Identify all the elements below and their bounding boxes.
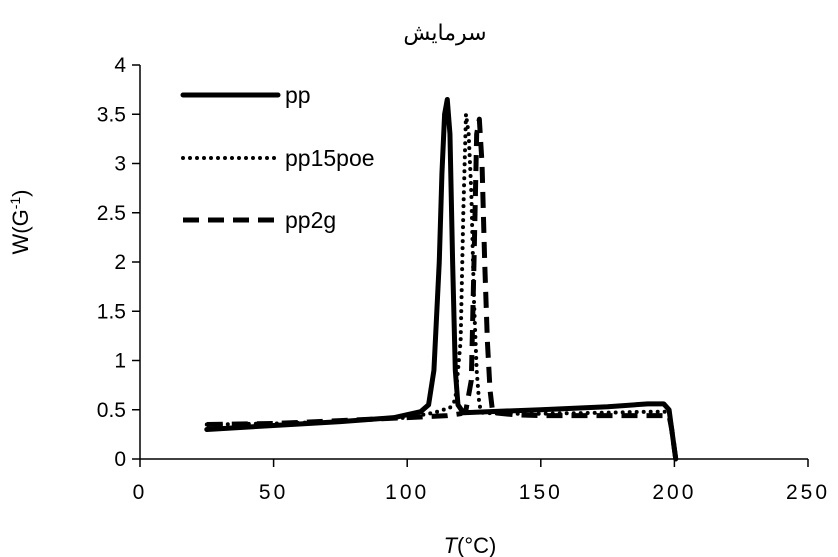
chart-title: سرمایش — [403, 21, 486, 46]
y-axis: 0 0.5 1 1.5 2 2.5 3 3.5 4 — [97, 54, 141, 471]
y-tick-label: 0 — [114, 448, 126, 471]
legend-label-pp15poe: pp15poe — [285, 145, 375, 171]
x-tick-label: 50 — [259, 481, 288, 504]
x-axis-label: T(°C) — [444, 533, 497, 557]
y-tick-label: 1 — [114, 350, 126, 373]
y-tick-label: 4 — [114, 54, 126, 77]
series-line-pp15poe — [204, 112, 678, 461]
y-tick-label: 1.5 — [97, 300, 126, 323]
series-line-pp — [204, 96, 679, 462]
x-axis: 0 50 100 150 200 250 — [133, 458, 830, 504]
x-tick-label: 0 — [133, 481, 148, 504]
y-tick-label: 2.5 — [97, 202, 126, 225]
series-line-pp2g — [206, 116, 679, 460]
y-tick-label: 3.5 — [97, 103, 126, 126]
y-axis-label: W(G-1) — [7, 190, 33, 255]
series-layer — [204, 96, 679, 462]
y-tick-label: 0.5 — [97, 399, 126, 422]
x-tick-label: 150 — [519, 481, 563, 504]
legend-label-pp: pp — [285, 82, 311, 108]
legend: pp pp15poe pp2g — [180, 82, 375, 233]
x-tick-label: 200 — [652, 481, 696, 504]
x-tick-label: 250 — [786, 481, 830, 504]
x-tick-label: 100 — [385, 481, 429, 504]
y-tick-label: 2 — [114, 251, 126, 274]
y-tick-label: 3 — [114, 153, 126, 176]
legend-label-pp2g: pp2g — [285, 207, 336, 233]
